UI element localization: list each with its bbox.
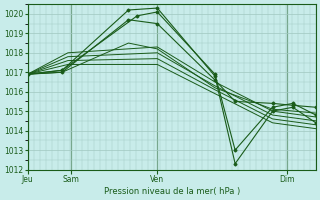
X-axis label: Pression niveau de la mer( hPa ): Pression niveau de la mer( hPa ) [104, 187, 240, 196]
